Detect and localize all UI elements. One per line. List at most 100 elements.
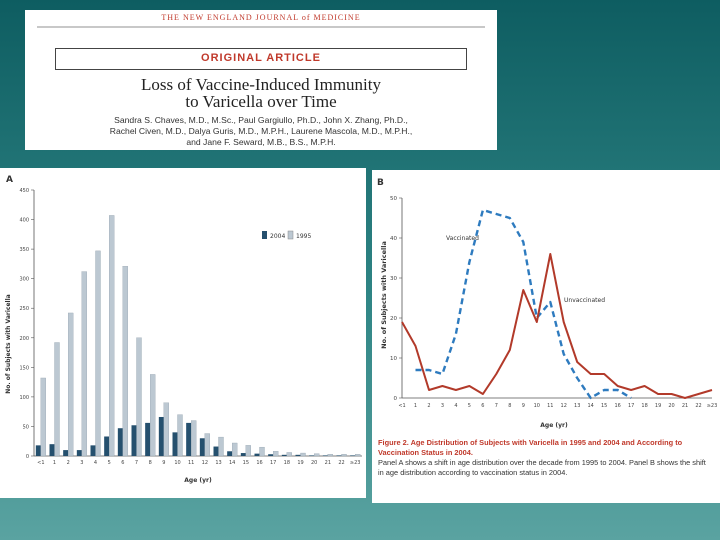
- panel-b-x-tick-label: 9: [522, 403, 525, 409]
- panel-a-x-tick-label: 21: [325, 460, 331, 466]
- bar-1995-16: [259, 446, 265, 457]
- bar-2004-8: [145, 422, 151, 456]
- authors-line-3: and Jane F. Seward, M.B., B.S., M.P.H.: [186, 137, 336, 147]
- bar-1995-12: [204, 433, 210, 457]
- panel-b-x-tick-label: 15: [601, 403, 607, 409]
- bar-1995-15: [245, 445, 251, 457]
- legend-label-1995: 1995: [296, 233, 311, 240]
- panel-a-x-axis-label: Age (yr): [184, 477, 212, 484]
- bar-2004-1: [49, 444, 55, 456]
- panel-b-x-tick-label: 16: [614, 403, 620, 409]
- panel-a-y-tick-label: 150: [19, 365, 29, 371]
- panel-a-y-axis-label: No. of Subjects with Varicella: [5, 294, 12, 393]
- bar-1995-2: [68, 312, 74, 457]
- panel-b-x-tick-label: 21: [682, 403, 688, 409]
- panel-b-x-tick-label: 3: [441, 403, 444, 409]
- panel-b-y-tick-label: 0: [394, 396, 398, 402]
- panel-a-x-tick-label: 22: [338, 460, 344, 466]
- bar-2004-18: [281, 454, 287, 456]
- bar-2004-4: [90, 445, 96, 456]
- figure-caption-title: Figure 2. Age Distribution of Subjects w…: [378, 438, 683, 457]
- panel-a-x-tick-label: 3: [80, 460, 83, 466]
- panel-a-x-tick-label: 1: [53, 460, 56, 466]
- panel-a-x-tick-label: 6: [121, 460, 124, 466]
- article-title-line-1: Loss of Vaccine-Induced Immunity: [141, 75, 381, 94]
- journal-name: THE NEW ENGLAND JOURNAL of MEDICINE: [161, 13, 361, 22]
- panel-b-y-tick-label: 30: [390, 276, 397, 282]
- authors-line-2: Rachel Civen, M.D., Dalya Guris, M.D., M…: [109, 126, 413, 136]
- panel-b-x-tick-label: 20: [668, 403, 674, 409]
- panel-b-x-tick-label: 11: [547, 403, 553, 409]
- unvaccinated-series-label: Unvaccinated: [564, 297, 605, 304]
- line-chart-vaccination-status: B No. of Subjects with Varicella Age (yr…: [377, 178, 717, 429]
- bar-1995-17: [273, 451, 279, 457]
- panel-b-y-tick-label: 10: [390, 356, 397, 362]
- panel-a-y-tick-label: 50: [23, 424, 29, 430]
- panel-b-x-tick-label: 22: [695, 403, 701, 409]
- panel-b-x-tick-label: 12: [561, 403, 567, 409]
- bar-1995-19: [300, 452, 306, 457]
- vaccinated-series-label: Vaccinated: [446, 235, 479, 242]
- bar-2004-13: [213, 446, 219, 456]
- bar-1995-10: [177, 414, 183, 457]
- panel-a-x-tick-label: 14: [229, 460, 235, 466]
- panel-b-x-tick-label: 17: [628, 403, 634, 409]
- bar-2004-6: [117, 428, 123, 456]
- panel-b-y-tick-label: 20: [390, 316, 397, 322]
- panel-b-x-tick-label: 10: [534, 403, 540, 409]
- panel-a-x-tick-label: 19: [297, 460, 303, 466]
- bar-1995-≥23: [355, 454, 361, 457]
- legend-swatch-2004: [262, 231, 267, 239]
- line-unvaccinated: [401, 253, 713, 399]
- panel-a-x-tick-label: 8: [149, 460, 152, 466]
- line-vaccinated: [415, 208, 632, 400]
- bar-2004-11: [186, 422, 192, 456]
- bar-2004-≥23: [350, 455, 356, 456]
- panel-b-x-tick-label: 14: [588, 403, 594, 409]
- bar-2004-3: [76, 450, 82, 456]
- panel-b-x-tick-label: 7: [495, 403, 498, 409]
- bar-1995-13: [218, 436, 224, 457]
- bar-2004-15: [240, 453, 246, 456]
- panel-a-y-tick-label: 250: [19, 306, 29, 312]
- bar-1995-14: [232, 442, 238, 457]
- bar-2004-10: [172, 432, 178, 456]
- bar-1995-8: [150, 374, 156, 457]
- figure-caption-text: Panel A shows a shift in age distributio…: [378, 458, 706, 477]
- bar-1995-1: [54, 342, 60, 457]
- bar-2004-5: [104, 436, 110, 456]
- panel-a-y-tick-label: 450: [19, 188, 29, 194]
- bar-1995-11: [191, 420, 197, 457]
- article-header: THE NEW ENGLAND JOURNAL of MEDICINE ORIG…: [25, 10, 497, 150]
- bar-2004-7: [131, 425, 137, 456]
- panel-a-y-tick-label: 200: [19, 336, 29, 342]
- panel-b-x-tick-label: 4: [454, 403, 457, 409]
- panel-a-x-tick-label: <1: [37, 460, 44, 466]
- panel-a-y-tick-label: 100: [19, 395, 29, 401]
- panel-a-x-tick-label: 18: [284, 460, 290, 466]
- bar-1995-6: [122, 266, 128, 457]
- panel-b-x-tick-label: 6: [481, 403, 484, 409]
- panel-b: B No. of Subjects with Varicella Age (yr…: [372, 170, 720, 503]
- bar-1995-22: [341, 454, 347, 457]
- panel-a-x-tick-label: 10: [174, 460, 180, 466]
- bar-chart-age-distribution: A No. of Subjects with Varicella Age (yr…: [5, 175, 362, 484]
- bar-1995-7: [136, 337, 142, 457]
- bar-2004-20: [309, 455, 315, 456]
- bar-1995-4: [95, 250, 101, 457]
- article-type-banner: ORIGINAL ARTICLE: [55, 48, 467, 70]
- panel-b-x-tick-label: 19: [655, 403, 661, 409]
- panel-a-x-tick-label: 9: [162, 460, 165, 466]
- bar-1995-<1: [40, 377, 46, 457]
- bar-1995-18: [286, 452, 292, 457]
- bar-1995-21: [327, 454, 333, 457]
- panel-b-x-tick-label: 13: [574, 403, 580, 409]
- author-list: Sandra S. Chaves, M.D., M.Sc., Paul Garg…: [55, 115, 467, 148]
- panel-a-x-tick-label: 5: [108, 460, 111, 466]
- panel-a-x-tick-label: 12: [202, 460, 208, 466]
- legend-label-2004: 2004: [270, 233, 285, 240]
- bar-2004-17: [268, 454, 274, 456]
- panel-a-legend: 2004 1995: [262, 230, 311, 240]
- panel-b-x-tick-label: 1: [414, 403, 417, 409]
- article-type-label: ORIGINAL ARTICLE: [201, 52, 321, 64]
